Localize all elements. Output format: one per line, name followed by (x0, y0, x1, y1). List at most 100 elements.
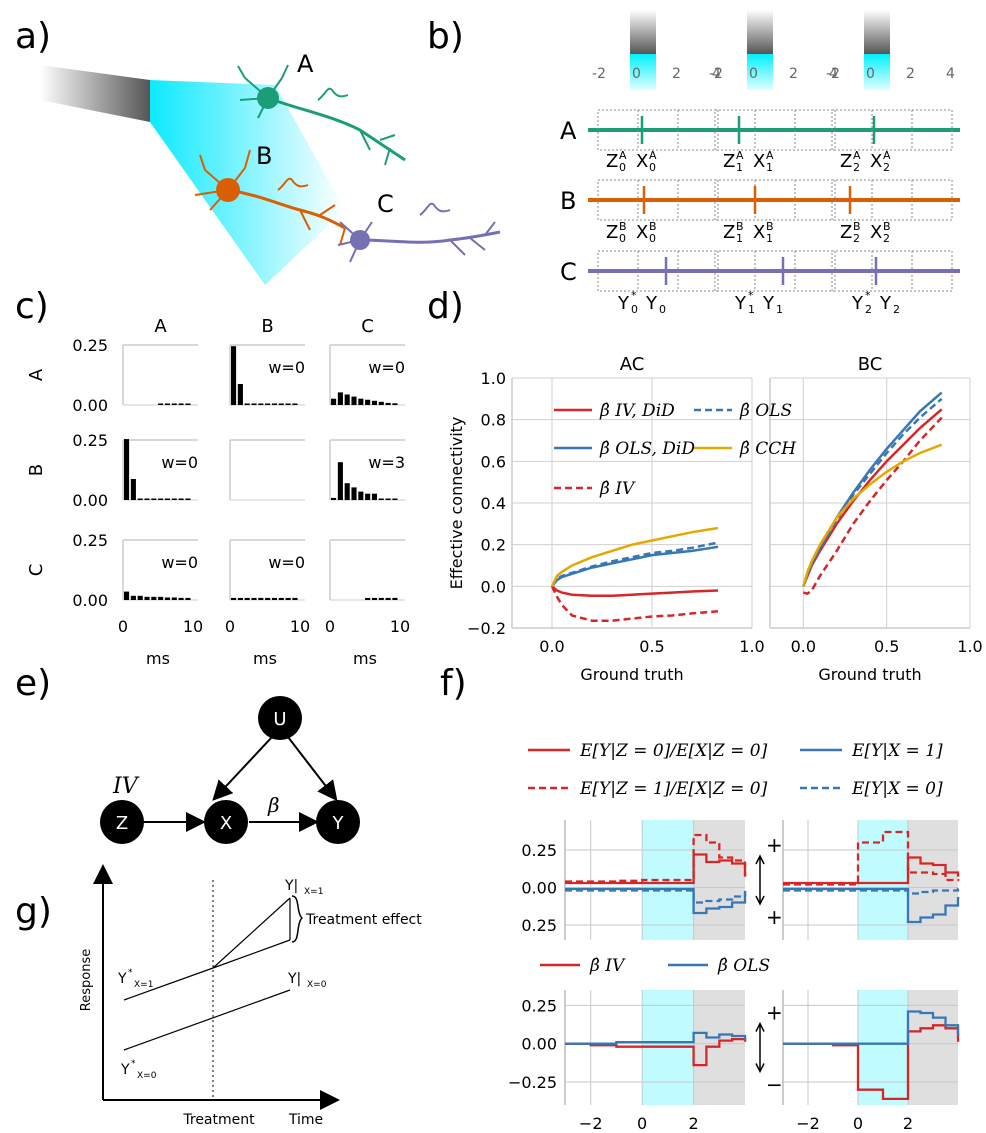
histogram-bar (137, 498, 143, 500)
weight-label: w=0 (368, 358, 405, 377)
col-label: C (361, 316, 374, 337)
histogram-bar (292, 597, 298, 600)
legend-label: β̂ IV (599, 479, 636, 499)
y-tick-label: 1.0 (481, 369, 506, 388)
x-tick-label: 0 (118, 617, 128, 636)
y-x0-line (123, 989, 291, 1051)
x-tick-label: 10 (183, 617, 203, 636)
series-line (802, 391, 943, 587)
histogram-bar (371, 597, 378, 600)
histogram-bar (237, 597, 243, 600)
histogram-bar (144, 498, 150, 500)
time-window-box (831, 109, 953, 151)
ystar-x1-star: * (128, 968, 133, 978)
variable-sub: 0 (659, 303, 666, 316)
histogram-bar (392, 498, 398, 500)
light-source-icon (630, 10, 656, 90)
arrow-head (755, 854, 765, 865)
row-label: B (560, 187, 576, 215)
variable-sub: 2 (883, 161, 890, 174)
stimulus-window (858, 990, 908, 1105)
histogram-bar (158, 596, 164, 600)
g-xlabel-treatment: Treatment (182, 1112, 255, 1128)
series-line (802, 443, 943, 587)
histogram-bar (392, 403, 398, 405)
variable-letter: Y (645, 293, 658, 314)
histogram-bar (271, 597, 278, 600)
histogram-bar (385, 402, 391, 405)
neuron-label-a: A (297, 50, 314, 78)
chart-title: BC (858, 354, 883, 375)
y-tick-label: 0.25 (72, 531, 108, 550)
histogram-bar (344, 483, 350, 500)
g-xlabel-time: Time (288, 1112, 323, 1128)
time-window-box (597, 250, 719, 292)
causal-dag: U Z X Y IV β (100, 696, 360, 844)
y-x1-label-sub: X=1 (304, 887, 323, 897)
neuron-label-b: B (256, 142, 272, 170)
variable-sub: 0 (619, 161, 626, 174)
series-step-line (783, 887, 960, 924)
histogram-bar (358, 398, 364, 405)
window-tick-label: 4 (829, 66, 838, 82)
window-tick-label: 4 (712, 66, 721, 82)
x-tick-label: 0 (637, 1114, 647, 1133)
variable-sub: 2 (865, 303, 872, 316)
row-label: B (26, 464, 47, 476)
histogram-bar (292, 403, 298, 405)
y-x0-label-main: Y| (287, 971, 301, 987)
histogram-bar (258, 597, 264, 600)
panel-f-group: E[Y|Z = 0]/E[X|Z = 0] E[Y|Z = 1]/E[X|Z = … (508, 741, 960, 1133)
histogram-bar (265, 597, 271, 600)
variable-letter: X (870, 222, 882, 243)
histogram-bar (178, 597, 184, 600)
weight-label: w=0 (161, 553, 198, 572)
legend-label: β̂ IV (589, 956, 626, 976)
col-label: B (261, 316, 273, 337)
variable-sup: A (649, 149, 657, 162)
histogram-bar (331, 398, 337, 405)
panel-label-g: g) (15, 891, 52, 932)
series-line (551, 545, 719, 588)
variable-sub: 1 (766, 161, 773, 174)
legend-label: E[Y|Z = 1]/E[X|Z = 0] (579, 779, 768, 799)
histogram-bar (378, 401, 384, 405)
histogram-bar (151, 596, 157, 600)
light-beam-icon (40, 65, 345, 285)
x-axis-label: Ground truth (580, 665, 683, 684)
series-step-line (565, 889, 747, 904)
y-x1-label-main: Y| (284, 878, 298, 894)
histogram-bar (137, 595, 143, 600)
x-tick-label: −2 (796, 1114, 820, 1133)
g-ylabel: Response (79, 949, 94, 1011)
histogram-bar (337, 462, 343, 500)
legend-label: E[Y|Z = 0]/E[X|Z = 0] (579, 741, 768, 761)
x-axis-label: ms (253, 649, 277, 668)
histogram-bar (365, 399, 371, 405)
variable-sub: 2 (883, 232, 890, 245)
variable-sub: 1 (766, 232, 773, 245)
variable-sup: A (736, 149, 744, 162)
histogram-bar (392, 597, 398, 600)
variable-sub: 2 (853, 161, 860, 174)
histogram-bar (258, 403, 264, 405)
variable-letter: Y (762, 293, 775, 314)
weight-label: w=3 (368, 453, 405, 472)
edge-u-y (287, 736, 338, 802)
arrow-head (755, 1063, 765, 1074)
node-z-label: Z (116, 813, 128, 834)
y-tick-label: 0.2 (481, 536, 506, 555)
variable-sup: B (649, 220, 657, 233)
legend-label: β̂ OLS, DiD (599, 439, 695, 459)
histogram-bar (164, 498, 171, 500)
x-axis-label: Ground truth (818, 665, 921, 684)
series-step-line (783, 856, 960, 885)
histogram-bar (365, 597, 371, 600)
x-axis-label: ms (146, 649, 170, 668)
spike-waveform-icon (277, 87, 451, 216)
variable-letter: Y (617, 293, 630, 314)
series-step-line (565, 887, 747, 915)
arrow-head (755, 1021, 765, 1032)
